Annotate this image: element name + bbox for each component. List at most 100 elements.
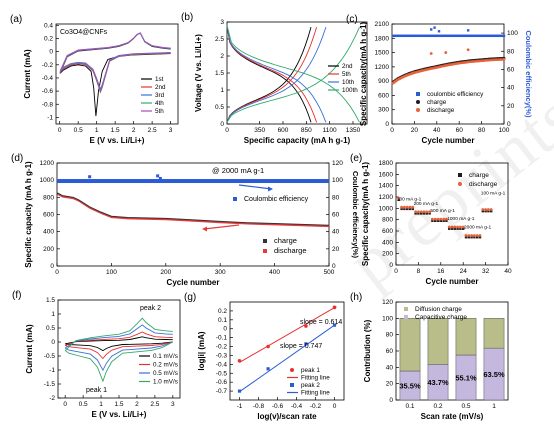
discharge-point-e bbox=[484, 208, 487, 211]
y-tick-label-c: 2100 bbox=[375, 21, 390, 28]
y-tick-label-c: 0 bbox=[385, 121, 389, 128]
y-tick-label-h: 60 bbox=[386, 348, 394, 355]
legend-d-ce-marker bbox=[233, 197, 237, 201]
panel-label-a: (a) bbox=[10, 14, 22, 25]
y-axis-label-e: Specific capacity(mA h g-1) bbox=[361, 162, 370, 267]
y-tick-label-e: 200 bbox=[382, 251, 393, 258]
slope-label-g: slope = 0.747 bbox=[280, 343, 322, 350]
charge-point-e bbox=[476, 236, 479, 239]
legend-c-label: charge bbox=[427, 99, 447, 106]
legend-h-marker bbox=[404, 315, 408, 319]
discharge-point-e bbox=[447, 225, 451, 229]
charge-line-d bbox=[57, 192, 330, 226]
charge-point-e bbox=[403, 207, 406, 211]
y-tick-label-f: 1 bbox=[51, 311, 55, 318]
y2-tick-label-c: 20 bbox=[507, 103, 515, 110]
charge-point-e bbox=[462, 227, 465, 230]
rate-label-e: 200 mA g-1 bbox=[414, 201, 439, 207]
y-tick-label-d: 200 bbox=[43, 246, 54, 253]
y-tick-label-h: 80 bbox=[386, 332, 394, 339]
x-axis-label-d: Cycle number bbox=[167, 278, 220, 287]
y-tick-label-d: 400 bbox=[43, 229, 54, 236]
y-axis-label-c: Specific capacity(mA h g-1) bbox=[359, 22, 368, 127]
charge-point-e bbox=[411, 207, 414, 211]
y-tick-label-g: -0.4 bbox=[216, 361, 228, 368]
cv-curve-f bbox=[65, 331, 173, 346]
y2-axis-label-c: Coulombic efficiency(%) bbox=[524, 30, 533, 118]
legend-g-label: Fitting line bbox=[301, 375, 330, 382]
y-tick-label-h: 40 bbox=[386, 364, 394, 371]
cv-curve-f bbox=[64, 324, 173, 349]
y-tick-label-d: 800 bbox=[43, 194, 54, 201]
discharge-point-e bbox=[470, 234, 473, 237]
capacity-outlier-c bbox=[466, 48, 470, 52]
data-label-h: 35.5% bbox=[399, 382, 421, 391]
discharge-point-e bbox=[445, 217, 448, 221]
discharge-point-e bbox=[478, 234, 482, 237]
y-axis-label-h: Contribution (%) bbox=[363, 319, 372, 382]
legend-f-label: 0.2 mV/s bbox=[153, 362, 178, 369]
y-tick-label-b: 3 bbox=[220, 19, 224, 26]
y-tick-label-b: 0.5 bbox=[215, 104, 224, 111]
y-tick-label-f: -1.5 bbox=[44, 381, 56, 388]
y-axis-label-a: Current (mA) bbox=[23, 49, 32, 99]
legend-h-label: Capacitive charge bbox=[415, 314, 467, 321]
charge-point-e bbox=[459, 227, 462, 230]
y-tick-label-g: -0.5 bbox=[216, 370, 228, 377]
peak-point-g bbox=[304, 324, 308, 328]
y2-tick-label-d: 0 bbox=[332, 263, 336, 270]
arrowhead-capacity-d bbox=[202, 226, 207, 232]
charge-point-e bbox=[417, 212, 420, 215]
charge-point-e bbox=[420, 212, 423, 215]
ce-outlier-c bbox=[433, 26, 436, 29]
discharge-curve-b bbox=[226, 25, 318, 123]
x-tick-label-d: 300 bbox=[215, 269, 226, 276]
y-tick-label-e: 800 bbox=[382, 217, 393, 224]
legend-c-marker bbox=[416, 108, 420, 112]
discharge-point-e bbox=[433, 217, 437, 221]
discharge-point-e bbox=[414, 210, 417, 214]
peak-point-g bbox=[304, 342, 308, 346]
legend-g-label: peak 2 bbox=[301, 382, 320, 389]
charge-point-e bbox=[478, 236, 482, 239]
legend-e-marker bbox=[458, 173, 462, 177]
y-tick-label-a: -1 bbox=[47, 114, 53, 121]
x-tick-label-f: 0.5 bbox=[79, 401, 88, 408]
fitting-line-g bbox=[239, 323, 337, 393]
charge-point-e bbox=[400, 207, 403, 211]
discharge-point-c bbox=[502, 57, 506, 61]
rate-label-e: 100 mA g-1 bbox=[481, 191, 506, 197]
legend-a-label: 2nd bbox=[155, 84, 166, 91]
legend-d-ce-label: Coulombic efficiency bbox=[244, 196, 309, 203]
charge-point-e bbox=[439, 219, 442, 222]
x-tick-label-a: 1.5 bbox=[111, 127, 120, 134]
y-tick-label-h: 20 bbox=[386, 381, 394, 388]
y-axis-label-d: Specific capacity (mA h g-1) bbox=[24, 161, 33, 268]
rate-label-e: 100 mA g-1 bbox=[397, 196, 422, 202]
y-tick-label-f: -2 bbox=[49, 395, 55, 402]
panel-label-d: (d) bbox=[11, 153, 23, 164]
bar-diffusion-h bbox=[483, 318, 505, 349]
y2-tick-label-d: 100 bbox=[332, 177, 343, 184]
y-tick-label-g: 0 bbox=[223, 326, 227, 333]
legend-h-marker bbox=[404, 307, 408, 311]
y-tick-label-b: 2.5 bbox=[215, 36, 224, 43]
charge-point-e bbox=[397, 198, 400, 202]
data-label-h: 55.1% bbox=[455, 374, 477, 383]
y-tick-label-b: 1 bbox=[220, 87, 224, 94]
y-tick-label-e: 600 bbox=[382, 228, 393, 235]
x-tick-label-d: 200 bbox=[160, 269, 171, 276]
y-tick-label-f: 1.5 bbox=[46, 297, 55, 304]
y-tick-label-f: -1 bbox=[49, 367, 55, 374]
x-tick-label-g: -1 bbox=[237, 403, 243, 410]
legend-e-label: discharge bbox=[469, 181, 498, 188]
discharge-point-e bbox=[400, 205, 403, 209]
arrow-capacity-d bbox=[203, 224, 240, 230]
charge-curve-b bbox=[226, 26, 327, 123]
y-tick-label-h: 0 bbox=[389, 397, 393, 404]
discharge-point-e bbox=[453, 225, 457, 229]
discharge-point-e bbox=[489, 208, 493, 211]
charge-point-e bbox=[442, 219, 445, 222]
y-tick-label-c: 900 bbox=[378, 78, 389, 85]
y-tick-label-c: 1800 bbox=[375, 35, 390, 42]
